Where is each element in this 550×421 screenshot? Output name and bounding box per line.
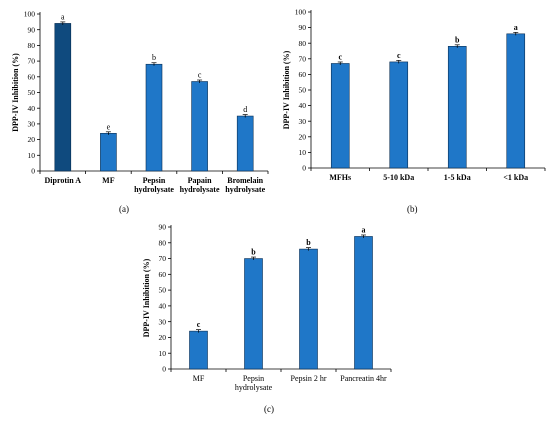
bar-b-0 — [330, 63, 350, 169]
significance-letter: b — [455, 35, 460, 44]
significance-letter: a — [362, 225, 366, 234]
category-label: Bromelain — [227, 176, 263, 185]
bar-a-4 — [236, 115, 254, 172]
y-tick-label: 60 — [28, 72, 36, 81]
y-tick-label: 0 — [31, 167, 35, 176]
bar-b-1 — [389, 61, 409, 169]
y-tick-label: 30 — [159, 317, 167, 326]
category-label: MF — [193, 374, 205, 383]
bar-b-2 — [447, 46, 467, 169]
category-label: hydrolysate — [225, 185, 265, 194]
bar-a-2 — [145, 63, 163, 172]
bar-c-3 — [354, 236, 373, 370]
bar-a-0 — [54, 23, 72, 172]
bar-a-3 — [191, 81, 208, 172]
chart-panel-b: 0 10 20 30 40 50 60 70 80 90 100 DPP-IV Inhibition … — [278, 0, 550, 200]
y-tick-label: 90 — [299, 23, 307, 32]
y-tick-label: 10 — [28, 151, 36, 160]
y-axis-label: DPP-IV Inhibition (%) — [142, 258, 151, 337]
y-tick-label: 60 — [299, 70, 307, 79]
y-tick-label: 0 — [302, 164, 306, 173]
significance-letter: d — [243, 105, 247, 114]
chart-panel-c: 0 10 20 30 40 50 60 70 80 90 DPP-IV Inhibition (%)… — [140, 215, 400, 405]
y-tick-label: 30 — [299, 117, 307, 126]
significance-letter: e — [107, 122, 111, 131]
y-tick-label: 30 — [28, 120, 36, 129]
category-label: 1-5 kDa — [444, 173, 471, 182]
significance-letter: c — [397, 51, 401, 60]
y-tick-label: 10 — [299, 148, 307, 157]
y-tick-label: 60 — [159, 270, 167, 279]
y-axis-label: DPP-IV Inhibition (%) — [282, 50, 291, 129]
y-tick-label: 70 — [159, 254, 167, 263]
bar-b-3 — [506, 33, 526, 169]
category-label: MFHs — [329, 173, 351, 182]
y-tick-label: 80 — [28, 41, 36, 50]
chart-b-svg: 0 10 20 30 40 50 60 70 80 90 100 DPP-IV Inhibition … — [282, 8, 546, 182]
category-label: hydrolysate — [180, 185, 220, 194]
significance-letter: a — [61, 12, 65, 21]
bar-c-2 — [299, 248, 318, 370]
category-label: Pepsin 2 hr — [291, 374, 327, 383]
panel-label-c: (c) — [264, 404, 274, 414]
y-tick-label: 0 — [162, 365, 166, 374]
y-tick-label: 100 — [295, 8, 307, 17]
chart-panel-a: 0 10 20 30 40 50 60 70 80 90 100 DPP-IV Inhibition … — [0, 0, 275, 200]
category-label: Pepsin — [143, 176, 166, 185]
category-label: 5-10 kDa — [383, 173, 414, 182]
y-tick-label: 90 — [28, 25, 36, 34]
significance-letter: b — [251, 248, 256, 257]
y-tick-label: 10 — [159, 349, 167, 358]
y-tick-label: 20 — [159, 333, 167, 342]
significance-letter: a — [514, 23, 518, 32]
category-label: MF — [102, 176, 115, 185]
significance-letter: b — [152, 53, 156, 62]
y-axis-label: DPP-IV Inhibition (%) — [11, 53, 20, 132]
y-tick-label: 20 — [28, 135, 36, 144]
y-tick-label: 80 — [299, 39, 307, 48]
y-tick-label: 70 — [28, 57, 36, 66]
category-label: <1 kDa — [503, 173, 528, 182]
significance-letter: c — [198, 71, 202, 80]
y-tick-label: 40 — [28, 104, 36, 113]
bar-c-1 — [244, 258, 263, 370]
significance-letter: b — [306, 238, 311, 247]
y-tick-label: 40 — [299, 101, 307, 110]
y-tick-label: 90 — [159, 223, 167, 232]
y-tick-label: 100 — [24, 10, 36, 19]
category-label: Pancreatin 4hr — [340, 374, 387, 383]
y-tick-label: 50 — [299, 86, 307, 95]
category-label: Pepsin — [243, 374, 264, 383]
category-label: Diprotin A — [45, 176, 82, 185]
panel-label-b: (b) — [407, 204, 418, 214]
y-tick-label: 70 — [299, 54, 307, 63]
category-label: hydrolysate — [134, 185, 174, 194]
significance-letter: c — [338, 52, 342, 61]
bar-a-1 — [100, 133, 117, 172]
y-tick-label: 50 — [28, 88, 36, 97]
bar-c-0 — [189, 330, 208, 370]
significance-letter: c — [197, 320, 201, 329]
y-tick-label: 50 — [159, 286, 167, 295]
chart-c-svg: 0 10 20 30 40 50 60 70 80 90 DPP-IV Inhibition (%)… — [142, 223, 392, 392]
chart-a-svg: 0 10 20 30 40 50 60 70 80 90 100 DPP-IV Inhibition … — [11, 10, 269, 194]
panel-label-a: (a) — [119, 204, 129, 214]
y-tick-label: 40 — [159, 301, 167, 310]
category-label: hydrolysate — [235, 383, 273, 392]
y-tick-label: 80 — [159, 238, 167, 247]
y-tick-label: 20 — [299, 132, 307, 141]
category-label: Papain — [188, 176, 213, 185]
